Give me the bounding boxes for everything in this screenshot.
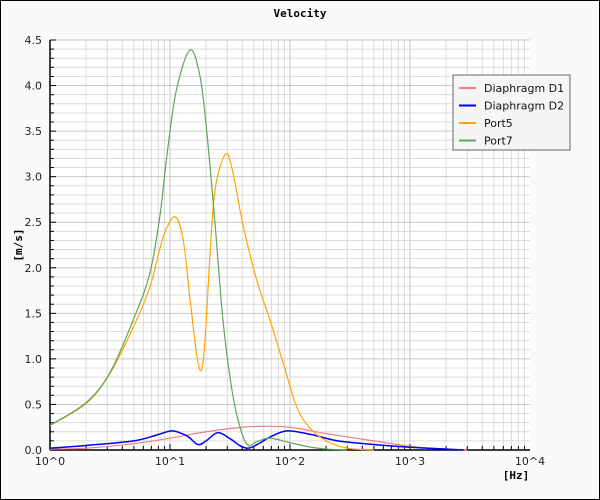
y-tick-label: 3.5	[25, 125, 43, 138]
y-tick-label: 3.0	[25, 171, 43, 184]
chart-title: Velocity	[274, 7, 327, 20]
series-line-diaphragm-d1	[49, 425, 468, 451]
y-tick-label: 1.0	[25, 353, 43, 366]
legend-label: Diaphragm D2	[484, 100, 564, 113]
x-axis-label: [Hz]	[503, 469, 530, 482]
y-tick-label: 4.0	[25, 80, 43, 93]
y-tick-label: 0.5	[25, 398, 43, 411]
y-tick-label: 4.5	[25, 34, 43, 47]
x-tick-label: 10^4	[515, 455, 545, 468]
legend-label: Port7	[484, 135, 513, 148]
legend-label: Diaphragm D1	[484, 82, 564, 95]
x-tick-label: 10^3	[395, 455, 425, 468]
y-tick-label: 2.0	[25, 262, 43, 275]
x-tick-label: 10^2	[275, 455, 305, 468]
x-tick-label: 10^0	[35, 455, 65, 468]
legend-label: Port5	[484, 117, 513, 130]
series-line-port7	[49, 49, 348, 451]
y-axis-label: [m/s]	[12, 228, 25, 261]
y-tick-label: 0.0	[25, 444, 43, 457]
x-tick-label: 10^1	[155, 455, 185, 468]
y-tick-label: 2.5	[25, 216, 43, 229]
y-tick-label: 1.5	[25, 307, 43, 320]
series-line-diaphragm-d2	[49, 430, 464, 451]
series-line-port5	[49, 152, 374, 451]
legend: Diaphragm D1 Diaphragm D2 Port5 Port7	[452, 74, 571, 151]
